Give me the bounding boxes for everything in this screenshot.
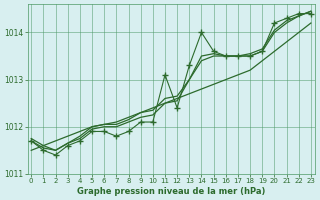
X-axis label: Graphe pression niveau de la mer (hPa): Graphe pression niveau de la mer (hPa) xyxy=(77,187,265,196)
